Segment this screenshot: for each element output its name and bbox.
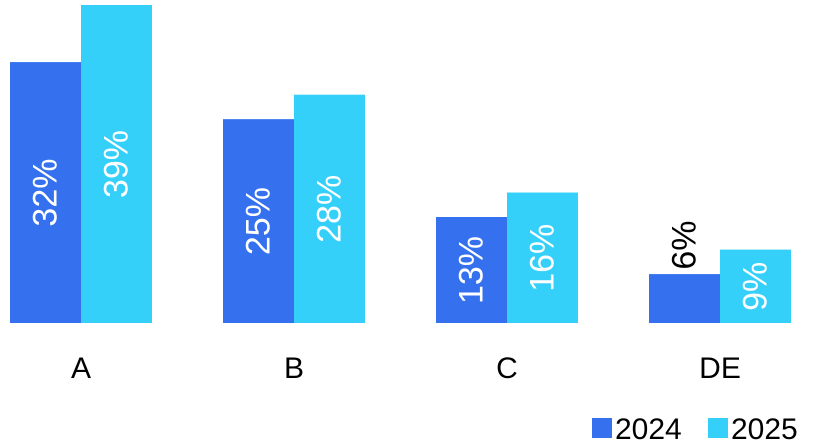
legend: 2024 2025	[592, 413, 798, 446]
bar-value-label-b-2024: 25%	[240, 187, 278, 255]
bar-value-label-c-2024: 13%	[453, 236, 491, 304]
bar-value-label-a-2024: 32%	[27, 159, 65, 227]
category-label-b: B	[284, 352, 304, 385]
bar-a-2024	[10, 62, 81, 323]
bar-labels-group: 32% 39% 25% 28% 13% 16% 6% 9%	[27, 130, 775, 311]
bar-de-2025	[720, 249, 791, 323]
bar-c-2024	[436, 217, 507, 323]
bar-de-2024	[649, 274, 720, 323]
category-label-de: DE	[699, 352, 741, 385]
bars-group	[10, 5, 791, 324]
bar-b-2024	[223, 119, 294, 324]
category-label-a: A	[71, 352, 91, 385]
legend-label-2024: 2024	[615, 413, 682, 446]
category-label-c: C	[496, 352, 518, 385]
bar-value-label-c-2025: 16%	[524, 224, 562, 292]
legend-label-2025: 2025	[731, 413, 798, 446]
bar-c-2025	[507, 192, 578, 323]
bar-value-label-de-2025: 9%	[737, 262, 775, 311]
bar-value-label-a-2025: 39%	[98, 130, 136, 198]
legend-swatch-2025	[708, 418, 728, 438]
bar-a-2025	[81, 5, 152, 323]
legend-swatch-2024	[592, 418, 612, 438]
category-labels-group: A B C DE	[71, 352, 741, 385]
bar-value-label-b-2025: 28%	[311, 175, 349, 243]
bar-b-2025	[294, 94, 365, 323]
bar-value-label-de-2024: 6%	[666, 221, 704, 270]
